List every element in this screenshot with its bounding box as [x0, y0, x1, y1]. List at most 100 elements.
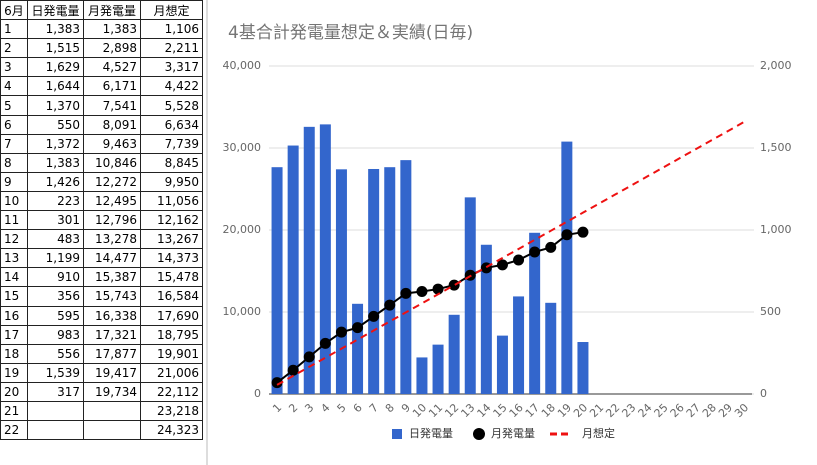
bar	[577, 342, 589, 394]
cell: 18,795	[140, 324, 203, 345]
cell: 1,644	[27, 76, 84, 97]
cell	[27, 400, 84, 422]
bar	[335, 169, 347, 394]
chart-title: 4基合計発電量想定＆実績(日毎)	[228, 23, 473, 43]
cell: 483	[27, 229, 84, 250]
bar	[400, 160, 412, 394]
table-row: 13 1,199 14,477 14,373	[0, 248, 203, 269]
y-tick-label: 30,000	[223, 141, 262, 154]
table-row: 7 1,372 9,463 7,739	[0, 133, 203, 154]
cell: 12,796	[83, 210, 141, 231]
line-marker	[368, 310, 380, 322]
cell: 22,112	[140, 381, 203, 402]
bar	[464, 197, 476, 394]
cell: 301	[27, 210, 84, 231]
cell: 1,515	[27, 38, 84, 59]
line-marker	[400, 287, 412, 299]
cell: 22	[0, 420, 28, 441]
bar	[287, 145, 299, 394]
legend-swatch	[392, 429, 402, 439]
line-marker	[432, 283, 444, 295]
y-tick-label: 20,000	[223, 223, 262, 236]
line-marker	[561, 229, 573, 241]
cell: 8,091	[83, 114, 141, 135]
bar	[384, 167, 396, 394]
cell: 10	[0, 190, 28, 212]
cell: 24,323	[140, 420, 203, 441]
x-tick-label: 1	[270, 401, 284, 415]
cell: 9,950	[140, 171, 203, 192]
cell: 1,629	[27, 57, 84, 78]
y-tick-label: 40,000	[223, 59, 262, 72]
x-tick-label: 6	[351, 401, 365, 415]
cell: 595	[27, 305, 84, 326]
cell: 23,218	[140, 400, 203, 422]
line-marker	[448, 279, 460, 291]
cell: 9,463	[83, 133, 141, 154]
line-marker	[416, 286, 428, 298]
cell: 2,898	[83, 38, 141, 59]
bar	[432, 344, 444, 394]
cell: 12,162	[140, 210, 203, 231]
table-row: 9 1,426 12,272 9,950	[0, 171, 203, 192]
bar	[448, 314, 460, 394]
line-marker	[271, 377, 283, 389]
cell: 3,317	[140, 57, 203, 78]
line-marker	[496, 259, 508, 271]
cell: 1	[0, 19, 28, 40]
cell: 5,528	[140, 95, 203, 116]
legend-label: 月想定	[582, 426, 615, 440]
table-row: 19 1,539 19,417 21,006	[0, 362, 203, 383]
bar	[529, 232, 541, 394]
sheet-table: 6月 日発電量 月発電量 月想定 1 1,383 1,383 1,106 2 1,515 2,898…	[0, 0, 203, 441]
bar	[368, 168, 380, 394]
cell: 3	[0, 57, 28, 78]
bar	[303, 126, 315, 395]
cell: 1,383	[27, 19, 84, 40]
cell	[27, 420, 84, 441]
cell: 19,734	[83, 381, 141, 402]
cell: 12	[0, 229, 28, 250]
line-marker	[545, 241, 557, 253]
cell: 14,373	[140, 248, 203, 269]
legend-swatch	[473, 428, 485, 440]
table-row: 21 23,218	[0, 400, 203, 422]
bar	[319, 124, 331, 394]
cell: 1,383	[27, 152, 84, 173]
table-row: 16 595 16,338 17,690	[0, 305, 203, 326]
y-tick-label: 0	[254, 387, 261, 400]
cell: 16,338	[83, 305, 141, 326]
cell: 1,106	[140, 19, 203, 40]
cell: 223	[27, 190, 84, 212]
x-tick-label: 3	[302, 401, 316, 415]
cell: 11,056	[140, 190, 203, 212]
cell: 4,527	[83, 57, 141, 78]
cell: 15	[0, 286, 28, 307]
cell	[83, 420, 141, 441]
cell: 1,199	[27, 248, 84, 269]
bar	[561, 141, 573, 394]
line-marker	[577, 226, 589, 238]
line-marker	[303, 351, 315, 363]
cell: 5	[0, 95, 28, 116]
y2-tick-label: 1,000	[760, 223, 792, 236]
x-tick-label: 5	[335, 401, 349, 415]
cell: 983	[27, 324, 84, 345]
cell: 7,739	[140, 133, 203, 154]
cell: 19,417	[83, 362, 141, 383]
bar	[271, 167, 283, 394]
legend-label: 日発電量	[409, 426, 453, 440]
bar	[480, 244, 492, 394]
cell: 4	[0, 76, 28, 97]
x-tick-label: 8	[383, 401, 397, 415]
cell: 6月	[0, 0, 28, 21]
cell: 7	[0, 133, 28, 154]
legend-label: 月発電量	[491, 426, 535, 440]
cell: 556	[27, 343, 84, 364]
cell: 1,383	[83, 19, 141, 40]
header-row: 6月 日発電量 月発電量 月想定	[0, 0, 203, 21]
table-row: 20 317 19,734 22,112	[0, 381, 203, 402]
cell: 19,901	[140, 343, 203, 364]
cell: 14,477	[83, 248, 141, 269]
series-line	[276, 121, 745, 386]
